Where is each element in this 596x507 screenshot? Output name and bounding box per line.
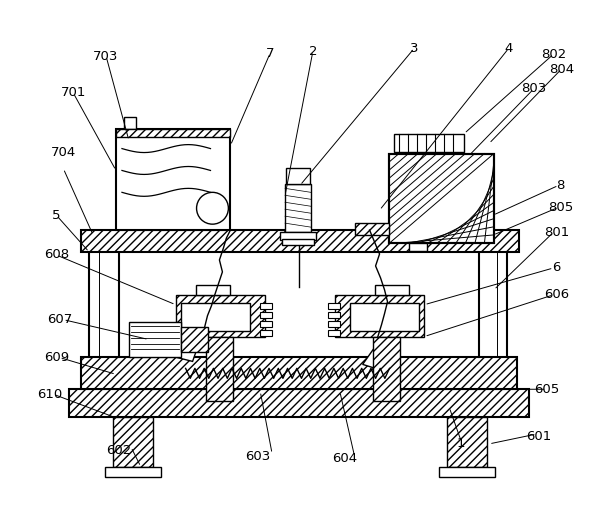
Text: 604: 604 — [332, 452, 358, 465]
Bar — [260, 320, 272, 327]
Text: 7: 7 — [266, 47, 274, 60]
Bar — [409, 243, 427, 251]
Bar — [81, 230, 519, 252]
Bar — [390, 154, 494, 243]
Text: 6: 6 — [552, 262, 561, 274]
Bar — [260, 312, 272, 318]
Bar — [129, 321, 181, 357]
Bar — [116, 129, 231, 137]
Bar — [206, 337, 234, 401]
Circle shape — [197, 192, 228, 224]
Text: 601: 601 — [526, 430, 551, 444]
Bar — [328, 312, 340, 318]
Text: 4: 4 — [505, 42, 513, 55]
Text: 801: 801 — [544, 226, 569, 239]
Bar — [439, 467, 495, 477]
Text: 704: 704 — [51, 146, 76, 159]
Text: 602: 602 — [106, 445, 132, 457]
Text: 701: 701 — [61, 86, 86, 99]
Bar — [69, 389, 529, 417]
Polygon shape — [362, 347, 384, 370]
Text: 608: 608 — [44, 248, 69, 262]
Bar — [350, 303, 420, 331]
Bar — [282, 239, 314, 245]
Text: 610: 610 — [37, 388, 62, 401]
Text: 606: 606 — [544, 288, 569, 301]
Text: 2: 2 — [309, 45, 317, 58]
Bar — [286, 168, 310, 185]
Bar — [328, 303, 340, 309]
Text: 607: 607 — [46, 313, 72, 326]
Bar — [335, 295, 424, 337]
Text: 8: 8 — [557, 179, 565, 192]
Polygon shape — [176, 340, 198, 361]
Bar — [447, 417, 487, 467]
Text: 3: 3 — [410, 42, 418, 55]
Bar — [206, 310, 219, 318]
Text: 805: 805 — [548, 201, 573, 214]
Bar — [113, 417, 153, 467]
Polygon shape — [374, 323, 396, 349]
Text: 5: 5 — [52, 209, 61, 222]
Bar — [374, 319, 389, 328]
Text: 1: 1 — [457, 438, 465, 450]
Text: 804: 804 — [549, 62, 574, 76]
Bar — [105, 467, 161, 477]
Bar — [260, 303, 272, 309]
Text: 603: 603 — [246, 450, 271, 463]
Polygon shape — [197, 314, 219, 344]
Bar — [328, 330, 340, 336]
Bar — [372, 337, 401, 401]
Text: 703: 703 — [94, 50, 119, 62]
Text: 609: 609 — [44, 351, 69, 364]
Bar — [260, 330, 272, 336]
Bar — [81, 357, 517, 389]
Bar — [374, 285, 409, 295]
Text: 605: 605 — [534, 383, 559, 396]
Bar — [116, 129, 231, 230]
Bar — [355, 223, 390, 235]
Bar — [395, 134, 464, 152]
Bar — [280, 232, 316, 240]
Bar — [390, 154, 494, 243]
Bar — [181, 327, 209, 352]
Bar — [124, 117, 136, 129]
Text: 803: 803 — [521, 83, 547, 95]
Text: 802: 802 — [541, 48, 566, 61]
Bar — [176, 295, 265, 337]
Bar — [328, 320, 340, 327]
Bar — [181, 303, 250, 331]
Bar — [285, 185, 311, 232]
Bar — [195, 285, 231, 295]
